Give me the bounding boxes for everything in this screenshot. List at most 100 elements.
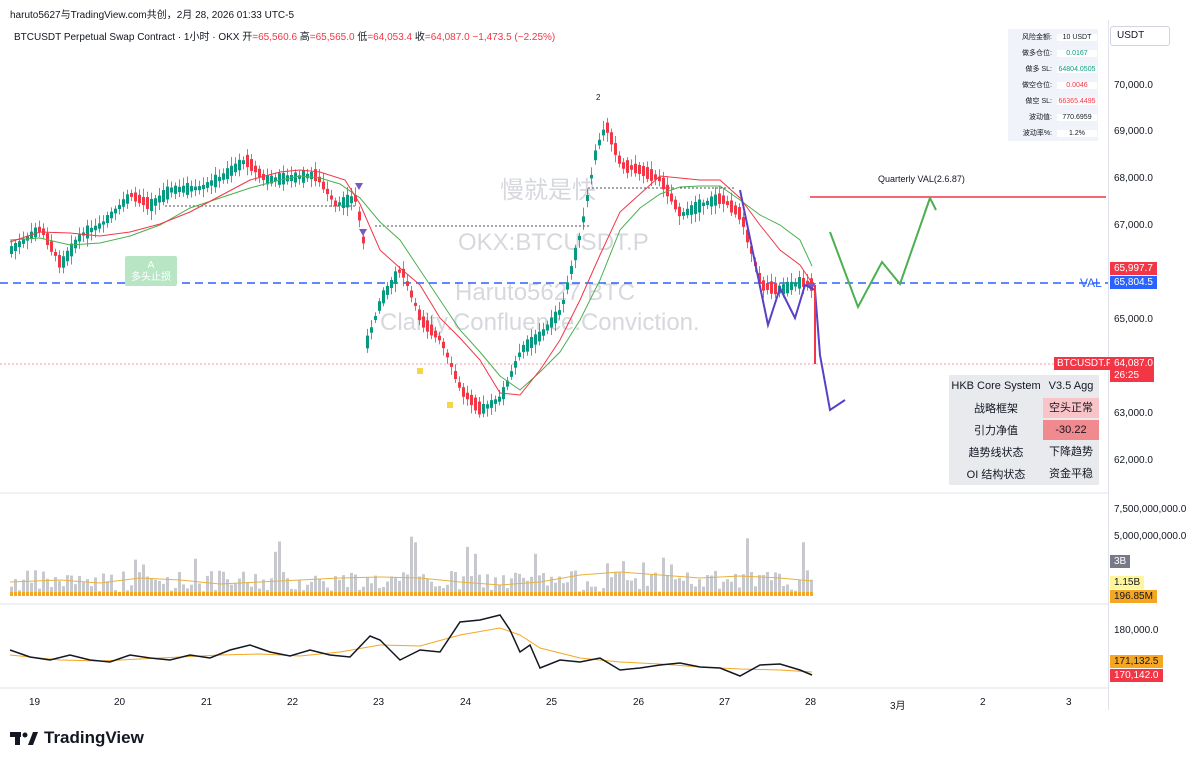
volume-bar [586,581,589,596]
volume-bar-base [74,592,77,596]
candle-body [246,154,249,168]
candle-body [414,302,417,306]
volume-bar [138,572,141,596]
volume-bar-base [654,592,657,596]
volume-bar [122,571,125,596]
volume-bar [182,584,185,596]
volume-bar [798,579,801,596]
chart-canvas[interactable]: 慢就是快 OKX:BTCUSDT.P Haruto5627 BTC Clarit… [0,0,1108,716]
volume-bar-base [442,592,445,596]
volume-bar [462,576,465,596]
volume-bar [178,572,181,596]
volume-bar-base [786,592,789,596]
candle-body [210,180,213,186]
volume-bar-base [698,592,701,596]
tradingview-logo[interactable]: TradingView [10,728,144,748]
volume-bar [314,575,317,596]
candle-body [258,168,261,178]
quarterly-val-label: Quarterly VAL(2.6.87) [878,174,965,184]
volume-bar-base [110,592,113,596]
volume-bar-base [522,592,525,596]
candle-body [454,370,457,380]
volume-bar-base [462,592,465,596]
volume-bar-base [762,592,765,596]
symbol-legend[interactable]: BTCUSDT Perpetual Swap Contract · 1小时 · … [14,28,555,43]
volume-bar-base [234,592,237,596]
volume-bar [446,584,449,596]
volume-bar [630,580,633,596]
volume-bar [86,579,89,596]
volume-bar-base [710,592,713,596]
price-tick: 63,000.0 [1114,408,1153,419]
ma-red-line [9,169,813,396]
candle-body [538,331,541,342]
candle-body [318,176,321,183]
candle-body [230,165,233,176]
volume-bar-base [90,592,93,596]
candle-body [270,175,273,184]
volume-bar [690,583,693,596]
volume-bar-base [478,592,481,596]
volume-bar-base [630,592,633,596]
volume-bar-base [250,592,253,596]
volume-bar-base [350,592,353,596]
volume-bar [422,574,425,596]
volume-bar [226,579,229,596]
volume-bar-base [170,592,173,596]
volume-bar-base [618,592,621,596]
volume-bar [486,574,489,596]
volume-bar [238,578,241,596]
candle-body [730,200,733,213]
info-row-long-sl: 做多 SL: 64804.0505 [1025,65,1097,73]
candle-body [110,211,113,219]
candle-body [802,278,805,287]
volume-bar-base [190,592,193,596]
volume-last-label: 196.85M [1110,590,1157,603]
candle-body [790,281,793,291]
volume-bar-base [102,592,105,596]
val-price-label: 65,804.5 [1110,276,1157,289]
candle-body [666,184,669,197]
volume-bar-base [774,592,777,596]
volume-bar-base [626,592,629,596]
watermark-line2: OKX:BTCUSDT.P [458,229,649,256]
currency-selector[interactable]: USDT [1110,26,1170,46]
time-tick: 2 [980,697,986,708]
volume-bar-base [602,592,605,596]
candle-body [374,316,377,320]
candle-body [214,174,217,188]
candle-body [18,241,21,248]
candle-body [78,234,81,242]
volume-bar [806,570,809,596]
volume-bar-base [638,592,641,596]
volume-bar [726,579,729,596]
volume-bar [546,585,549,596]
volume-bar-base [518,592,521,596]
volume-bar [398,580,401,596]
time-tick: 28 [805,697,817,708]
change-value: −1,473.5 (−2.25%) [472,32,556,43]
volume-bar-base [98,592,101,596]
author-line: haruto5627与TradingView.com共创，2月 28, 2026… [10,10,295,21]
volume-bar [70,575,73,596]
candle-body [402,268,405,278]
candle-body [662,177,665,190]
volume-bar-base [246,592,249,596]
candle-body [710,196,713,207]
volume-bar-base [386,592,389,596]
volume-bar-base [574,592,577,596]
volume-bar-base [470,592,473,596]
volume-bar [390,576,393,596]
volume-bar-base [474,592,477,596]
candle-body [694,201,697,215]
time-tick: 19 [29,697,41,708]
volume-bar [670,564,673,596]
candle-body [314,169,317,182]
volume-bar-base [466,592,469,596]
forecast-up-path [829,195,937,310]
candle-body [466,392,469,400]
volume-bar-base [650,592,653,596]
volume-bar [454,571,457,596]
candle-body [358,211,361,221]
candle-body [602,129,605,136]
